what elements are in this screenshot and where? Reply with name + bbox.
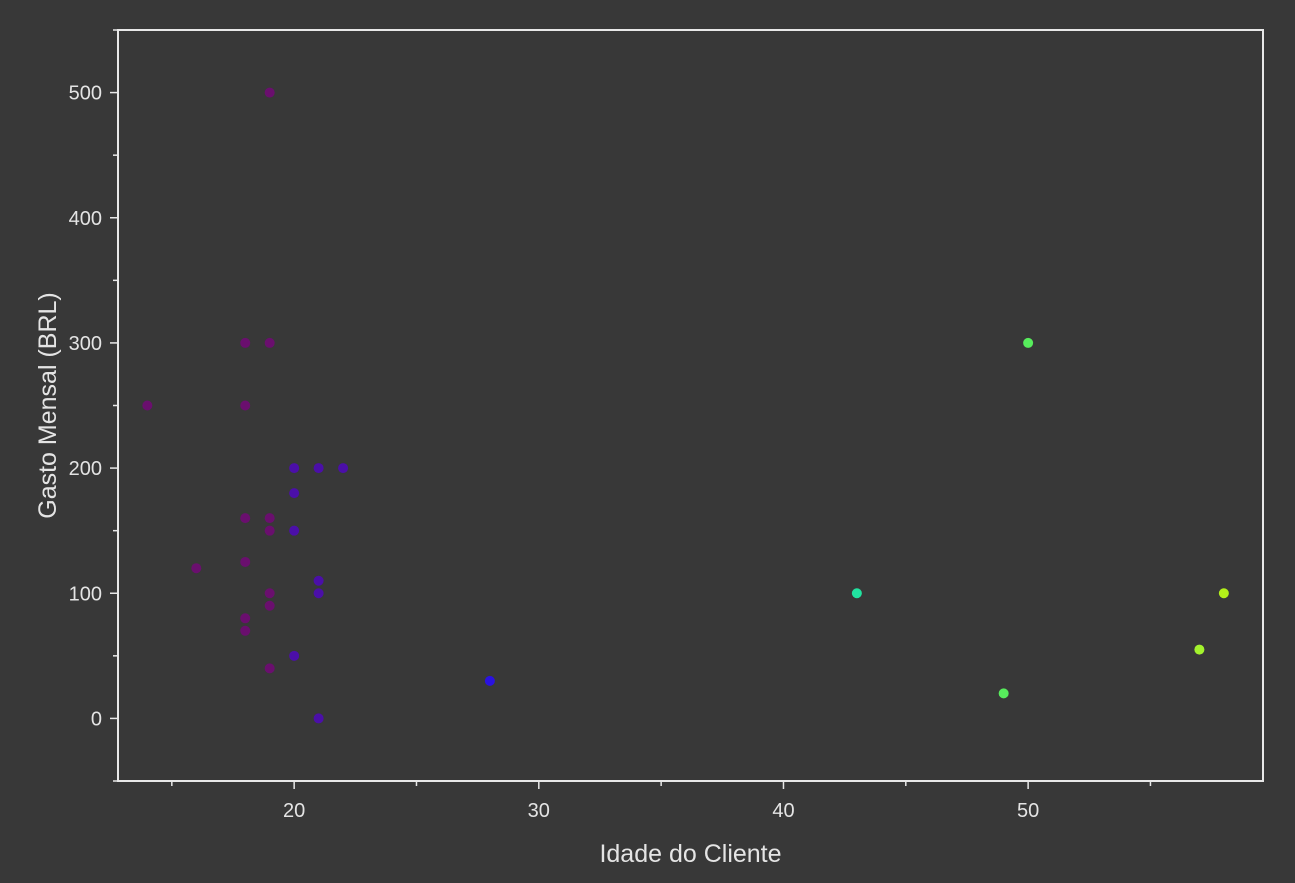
data-point bbox=[264, 525, 275, 536]
data-point bbox=[142, 400, 153, 411]
data-point bbox=[240, 513, 251, 524]
data-point bbox=[191, 563, 202, 574]
data-point bbox=[313, 588, 324, 599]
data-point bbox=[851, 588, 862, 599]
data-point bbox=[313, 713, 324, 724]
y-tick-label: 500 bbox=[69, 83, 102, 105]
y-tick-label: 200 bbox=[69, 458, 102, 480]
data-point bbox=[998, 688, 1009, 699]
x-tick-label: 40 bbox=[772, 800, 794, 822]
data-point bbox=[1023, 337, 1034, 348]
data-point bbox=[289, 463, 300, 474]
y-tick-label: 300 bbox=[69, 333, 102, 355]
x-tick-label: 20 bbox=[283, 800, 305, 822]
data-point bbox=[240, 613, 251, 624]
x-axis-title: Idade do Cliente bbox=[599, 840, 781, 868]
data-points bbox=[142, 87, 1229, 724]
y-tick-label: 100 bbox=[69, 583, 102, 605]
data-point bbox=[264, 600, 275, 611]
data-point bbox=[264, 337, 275, 348]
data-point bbox=[289, 488, 300, 499]
data-point bbox=[264, 588, 275, 599]
data-point bbox=[313, 463, 324, 474]
data-point bbox=[240, 625, 251, 636]
data-point bbox=[240, 337, 251, 348]
y-axis-title: Gasto Mensal (BRL) bbox=[34, 292, 62, 518]
data-point bbox=[484, 675, 495, 686]
y-tick-label: 0 bbox=[91, 708, 102, 730]
data-point bbox=[240, 556, 251, 567]
data-point bbox=[289, 650, 300, 661]
x-tick-label: 50 bbox=[1017, 800, 1039, 822]
data-point bbox=[1218, 588, 1229, 599]
x-tick-label: 30 bbox=[528, 800, 550, 822]
data-point bbox=[289, 525, 300, 536]
data-point bbox=[1194, 644, 1205, 655]
data-point bbox=[313, 575, 324, 586]
data-point bbox=[264, 663, 275, 674]
data-point bbox=[264, 87, 275, 98]
data-point bbox=[264, 513, 275, 524]
plot-frame bbox=[117, 29, 1264, 782]
y-tick-label: 400 bbox=[69, 208, 102, 230]
data-point bbox=[338, 463, 349, 474]
data-point bbox=[240, 400, 251, 411]
